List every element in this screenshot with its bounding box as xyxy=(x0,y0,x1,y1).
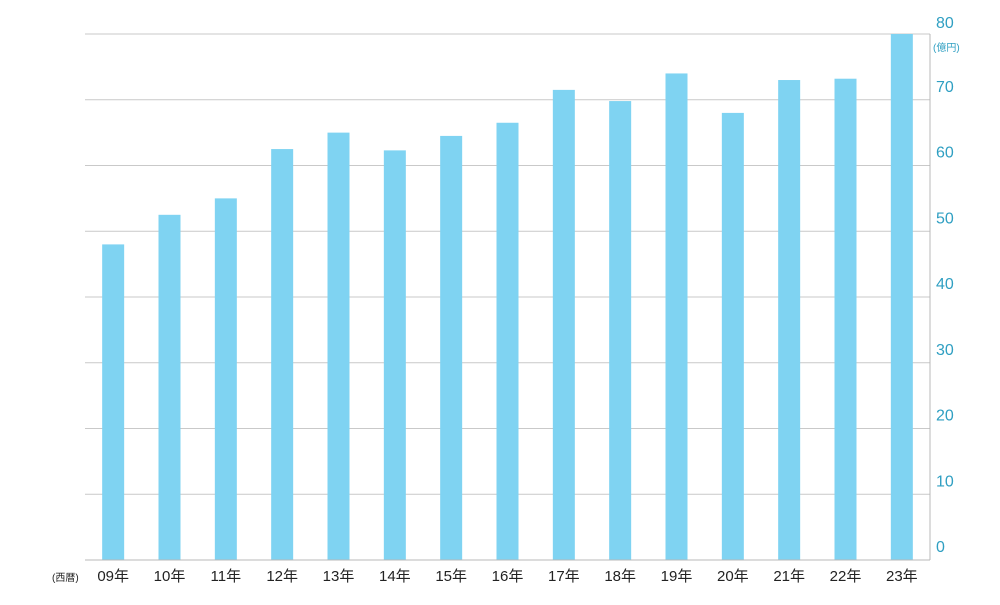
y-tick-label: 40 xyxy=(936,276,954,293)
bar-12年 xyxy=(271,149,294,560)
x-tick-label: 23年 xyxy=(886,568,918,585)
x-axis-unit-label: (西暦) xyxy=(52,572,79,584)
bar-19年 xyxy=(665,73,688,560)
tick-labels: 09年 10年 11年 12年 13年 14年 15年 16年 17年 18年 19年 20年 21年 2… xyxy=(97,15,954,585)
bar-22年 xyxy=(834,78,857,561)
bar-13年 xyxy=(327,132,350,560)
bars xyxy=(102,34,913,561)
y-tick-label: 30 xyxy=(936,342,954,359)
bar-16年 xyxy=(496,122,519,560)
y-tick-label: 70 xyxy=(936,79,954,96)
bar-23年 xyxy=(890,34,913,560)
bar-17年 xyxy=(552,89,575,560)
x-tick-label: 20年 xyxy=(717,568,749,585)
y-tick-label: 80 xyxy=(936,15,954,32)
bar-18年 xyxy=(609,101,632,560)
x-tick-label: 11年 xyxy=(211,568,242,585)
x-tick-label: 19年 xyxy=(661,568,693,585)
bar-21年 xyxy=(778,80,801,561)
x-tick-label: 12年 xyxy=(266,568,298,585)
x-tick-label: 09年 xyxy=(97,568,129,585)
x-tick-label: 18年 xyxy=(604,568,636,585)
x-tick-label: 17年 xyxy=(548,568,580,585)
axes xyxy=(85,34,931,561)
x-tick-label: 13年 xyxy=(323,568,355,585)
y-tick-label: 60 xyxy=(936,145,954,162)
x-tick-label: 16年 xyxy=(492,568,524,585)
bar-15年 xyxy=(440,135,463,560)
x-tick-label: 22年 xyxy=(830,568,862,585)
x-tick-label: 10年 xyxy=(154,568,186,585)
bar-14年 xyxy=(383,150,406,560)
y-tick-label: 10 xyxy=(936,473,954,490)
x-tick-label: 14年 xyxy=(379,568,411,585)
y-tick-label: 50 xyxy=(936,210,954,227)
bar-10年 xyxy=(158,214,181,560)
y-tick-label: 20 xyxy=(936,408,954,425)
x-tick-label: 21年 xyxy=(773,568,805,585)
bar-09年 xyxy=(102,244,125,560)
y-tick-label: 0 xyxy=(936,539,945,556)
x-tick-label: 15年 xyxy=(435,568,467,585)
bar-20年 xyxy=(721,112,744,561)
bar-11年 xyxy=(214,198,237,560)
y-axis-unit-label: (億円) xyxy=(933,41,960,54)
